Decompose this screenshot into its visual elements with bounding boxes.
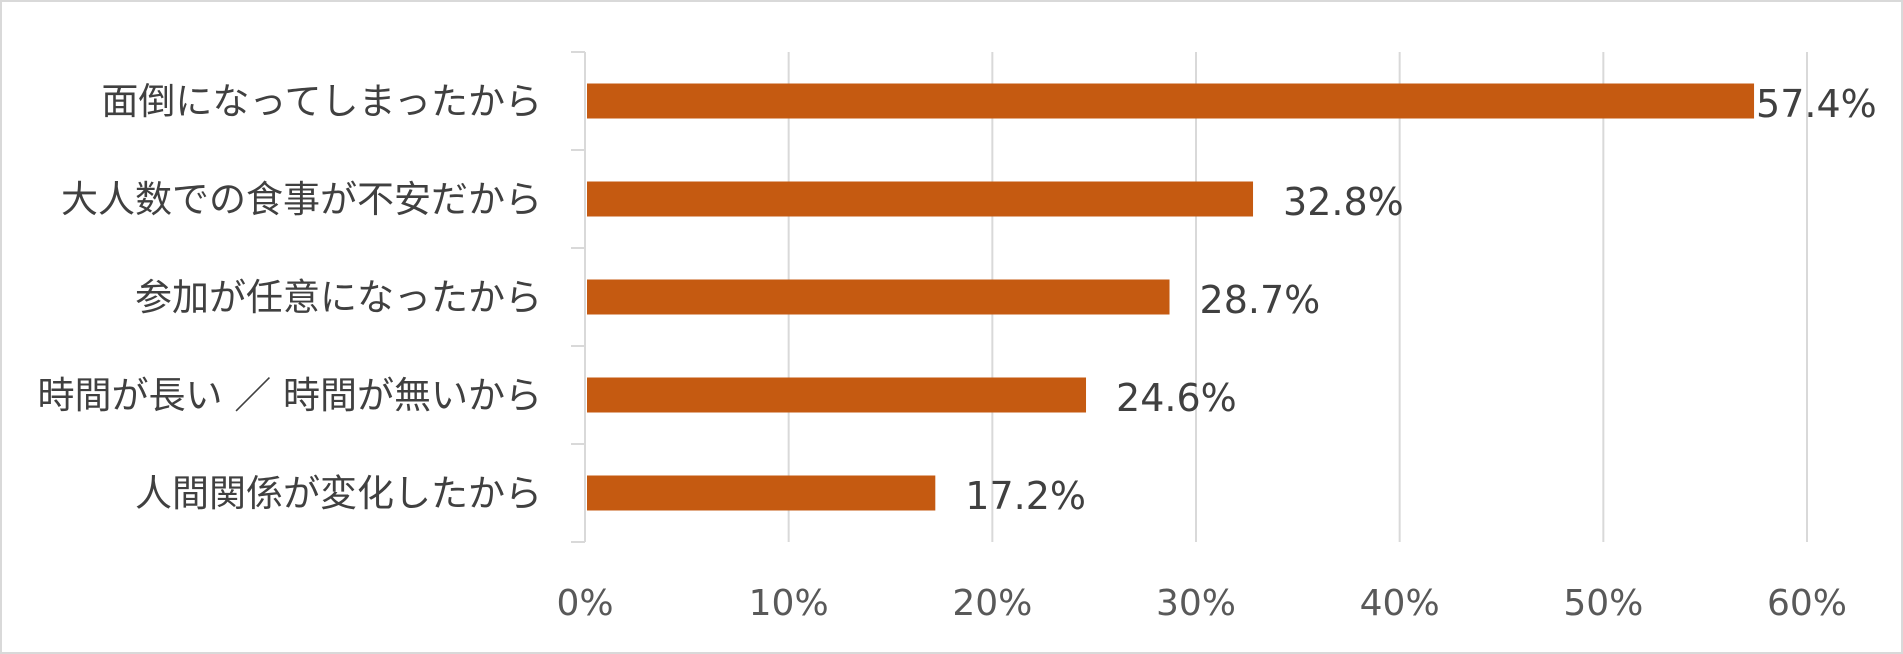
x-tick-label: 50%: [1563, 583, 1643, 624]
bars: [587, 83, 1755, 511]
category-label: 人間関係が変化したから: [135, 472, 542, 515]
category-axis: [571, 51, 586, 543]
bar: [587, 475, 936, 511]
value-label: 57.4%: [1756, 82, 1877, 126]
value-labels: 57.4% 32.8% 28.7% 24.6% 17.2%: [965, 82, 1876, 518]
x-tick-label: 60%: [1767, 583, 1847, 624]
category-labels: 面倒になってしまったから大人数での食事が不安だから参加が任意になったから時間が長…: [37, 80, 542, 515]
x-tick-labels: 0% 10% 20% 30% 40% 50% 60%: [556, 583, 1847, 624]
value-label: 24.6%: [1116, 376, 1237, 420]
category-label: 大人数での食事が不安だから: [61, 178, 542, 221]
category-label: 時間が長い ／ 時間が無いから: [37, 374, 542, 417]
x-tick-label: 20%: [952, 583, 1032, 624]
value-label: 28.7%: [1200, 278, 1321, 322]
x-tick-label: 40%: [1360, 583, 1440, 624]
x-tick-label: 0%: [556, 583, 613, 624]
category-label: 参加が任意になったから: [135, 276, 542, 319]
bar: [587, 181, 1254, 217]
value-label: 32.8%: [1283, 180, 1404, 224]
x-tick-label: 10%: [749, 583, 829, 624]
x-tick-label: 30%: [1156, 583, 1236, 624]
value-label: 17.2%: [965, 474, 1086, 518]
bar: [587, 279, 1170, 315]
gridlines: [787, 52, 1808, 542]
bar: [587, 377, 1087, 413]
category-label: 面倒になってしまったから: [101, 80, 542, 123]
bar: [587, 83, 1755, 119]
